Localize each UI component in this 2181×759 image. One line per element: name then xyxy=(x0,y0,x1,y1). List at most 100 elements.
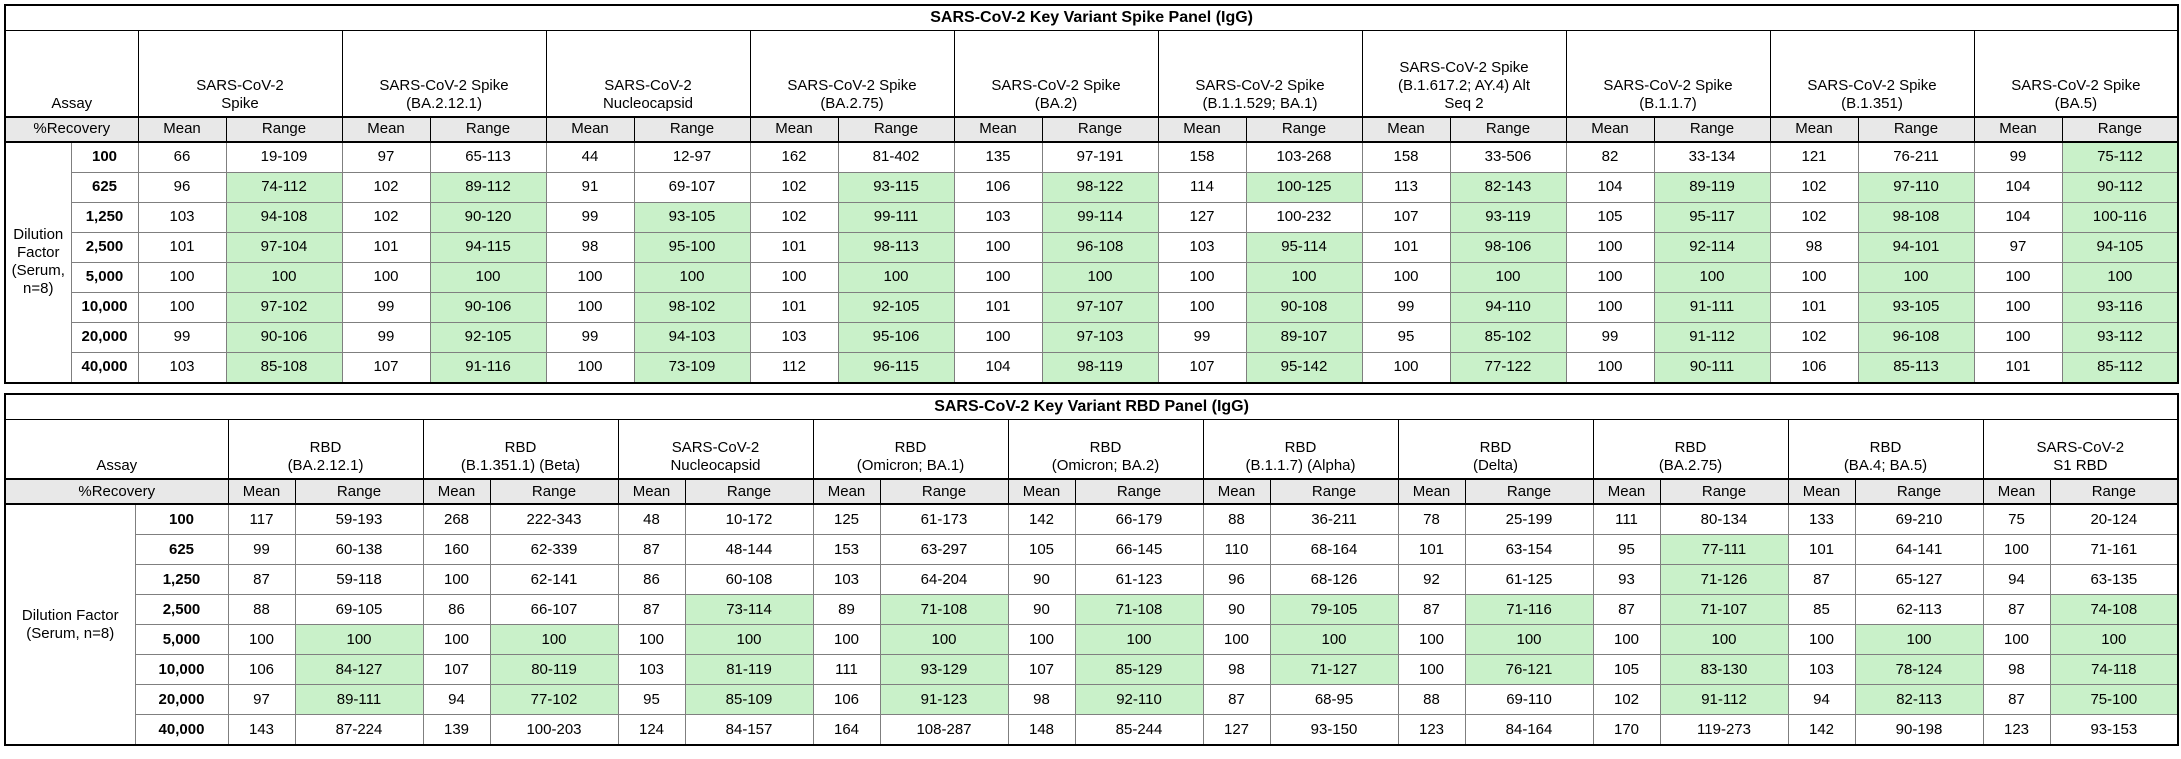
range-value-cell: 85-129 xyxy=(1074,654,1204,685)
mean-column-header: Mean xyxy=(1982,478,2051,505)
mean-value-cell: 99 xyxy=(1157,321,1247,353)
mean-value-cell: 105 xyxy=(1007,534,1076,565)
mean-value-cell: 94 xyxy=(1787,684,1856,715)
range-value-cell: 90-106 xyxy=(225,321,343,353)
mean-column-header: Mean xyxy=(422,478,491,505)
range-value-cell: 100 xyxy=(1857,261,1975,293)
mean-value-cell: 97 xyxy=(227,684,296,715)
range-value-cell: 33-506 xyxy=(1449,141,1567,173)
panel-title: SARS-CoV-2 Key Variant RBD Panel (IgG) xyxy=(4,393,2179,420)
mean-value-cell: 99 xyxy=(341,321,431,353)
header-line: SARS-CoV-2 Spike xyxy=(2011,76,2141,94)
mean-value-cell: 99 xyxy=(1361,291,1451,323)
mean-value-cell: 114 xyxy=(1157,171,1247,203)
range-value-cell: 90-112 xyxy=(2061,171,2179,203)
range-value-cell: 68-95 xyxy=(1269,684,1399,715)
range-value-cell: 93-116 xyxy=(2061,291,2179,323)
range-value-cell: 77-111 xyxy=(1659,534,1789,565)
mean-value-cell: 106 xyxy=(953,171,1043,203)
mean-value-cell: 123 xyxy=(1982,714,2051,746)
mean-value-cell: 133 xyxy=(1787,503,1856,535)
range-value-cell: 84-164 xyxy=(1464,714,1594,746)
mean-value-cell: 158 xyxy=(1157,141,1247,173)
header-line: S1 RBD xyxy=(2053,457,2108,474)
mean-value-cell: 100 xyxy=(545,291,635,323)
dilution-value-cell: 40,000 xyxy=(70,351,139,383)
mean-value-cell: 105 xyxy=(1592,654,1661,685)
mean-value-cell: 113 xyxy=(1361,171,1451,203)
mean-value-cell: 94 xyxy=(1982,564,2051,595)
mean-column-header: Mean xyxy=(1973,115,2063,143)
row-label-line: (Serum, xyxy=(11,262,65,279)
mean-value-cell: 135 xyxy=(953,141,1043,173)
mean-value-cell: 101 xyxy=(137,231,227,263)
range-value-cell: 95-114 xyxy=(1245,231,1363,263)
range-value-cell: 62-141 xyxy=(489,564,619,595)
range-value-cell: 74-108 xyxy=(2049,594,2179,625)
range-value-cell: 90-120 xyxy=(429,201,547,233)
range-value-cell: 84-157 xyxy=(684,714,814,746)
mean-value-cell: 105 xyxy=(1565,201,1655,233)
dilution-factor-label: Dilution Factor (Serum, n=8) xyxy=(4,503,136,746)
mean-column-header: Mean xyxy=(1565,115,1655,143)
mean-value-cell: 139 xyxy=(422,714,491,746)
header-line: (BA.5) xyxy=(2054,94,2098,112)
header-line: RBD xyxy=(1674,439,1707,456)
mean-value-cell: 100 xyxy=(341,261,431,293)
mean-value-cell: 95 xyxy=(617,684,686,715)
mean-value-cell: 98 xyxy=(1007,684,1076,715)
assay-column-header: SARS-CoV-2 Spike (BA.2.75) xyxy=(749,30,955,117)
header-line: RBD xyxy=(1479,439,1512,456)
mean-value-cell: 127 xyxy=(1157,201,1247,233)
mean-value-cell: 104 xyxy=(1565,171,1655,203)
header-line: (BA.2.75) xyxy=(1658,457,1723,474)
range-value-cell: 19-109 xyxy=(225,141,343,173)
mean-value-cell: 148 xyxy=(1007,714,1076,746)
mean-value-cell: 101 xyxy=(749,231,839,263)
range-value-cell: 65-127 xyxy=(1854,564,1984,595)
range-column-header: Range xyxy=(684,478,814,505)
assay-column-header: RBD (BA.2.12.1) xyxy=(227,418,424,480)
mean-value-cell: 95 xyxy=(1361,321,1451,353)
range-value-cell: 93-153 xyxy=(2049,714,2179,746)
range-value-cell: 59-118 xyxy=(294,564,424,595)
dilution-value-cell: 1,250 xyxy=(70,201,139,233)
range-value-cell: 96-108 xyxy=(1041,231,1159,263)
mean-value-cell: 98 xyxy=(545,231,635,263)
mean-value-cell: 160 xyxy=(422,534,491,565)
mean-value-cell: 97 xyxy=(341,141,431,173)
mean-value-cell: 99 xyxy=(1973,141,2063,173)
mean-column-header: Mean xyxy=(1007,478,1076,505)
range-value-cell: 99-111 xyxy=(837,201,955,233)
range-column-header: Range xyxy=(837,115,955,143)
range-value-cell: 81-402 xyxy=(837,141,955,173)
mean-value-cell: 98 xyxy=(1982,654,2051,685)
range-column-header: Range xyxy=(879,478,1009,505)
range-value-cell: 100 xyxy=(633,261,751,293)
header-line: Spike xyxy=(221,94,259,112)
range-value-cell: 108-287 xyxy=(879,714,1009,746)
range-value-cell: 85-108 xyxy=(225,351,343,383)
assay-column-header: SARS-CoV-2 Nucleocapsid xyxy=(545,30,751,117)
mean-value-cell: 106 xyxy=(227,654,296,685)
range-value-cell: 100 xyxy=(1449,261,1567,293)
row-label-line: n=8) xyxy=(23,280,54,297)
header-line: (B.1.617.2; AY.4) Alt xyxy=(1397,76,1531,94)
dilution-value-cell: 1,250 xyxy=(134,564,229,595)
range-column-header: Range xyxy=(225,115,343,143)
assay-column-header: SARS-CoV-2 Spike (B.1.351) xyxy=(1769,30,1975,117)
dilution-value-cell: 10,000 xyxy=(134,654,229,685)
dilution-value-cell: 10,000 xyxy=(70,291,139,323)
range-value-cell: 98-113 xyxy=(837,231,955,263)
assay-column-header: RBD (B.1.351.1) (Beta) xyxy=(422,418,619,480)
mean-value-cell: 101 xyxy=(1769,291,1859,323)
range-value-cell: 91-111 xyxy=(1653,291,1771,323)
range-column-header: Range xyxy=(2049,478,2179,505)
header-line: (B.1.1.7) (Alpha) xyxy=(1245,457,1356,474)
range-value-cell: 64-204 xyxy=(879,564,1009,595)
mean-value-cell: 88 xyxy=(1202,503,1271,535)
assay-column-header: SARS-CoV-2 Spike (BA.5) xyxy=(1973,30,2179,117)
range-value-cell: 93-105 xyxy=(633,201,751,233)
range-value-cell: 69-107 xyxy=(633,171,751,203)
mean-value-cell: 103 xyxy=(137,201,227,233)
